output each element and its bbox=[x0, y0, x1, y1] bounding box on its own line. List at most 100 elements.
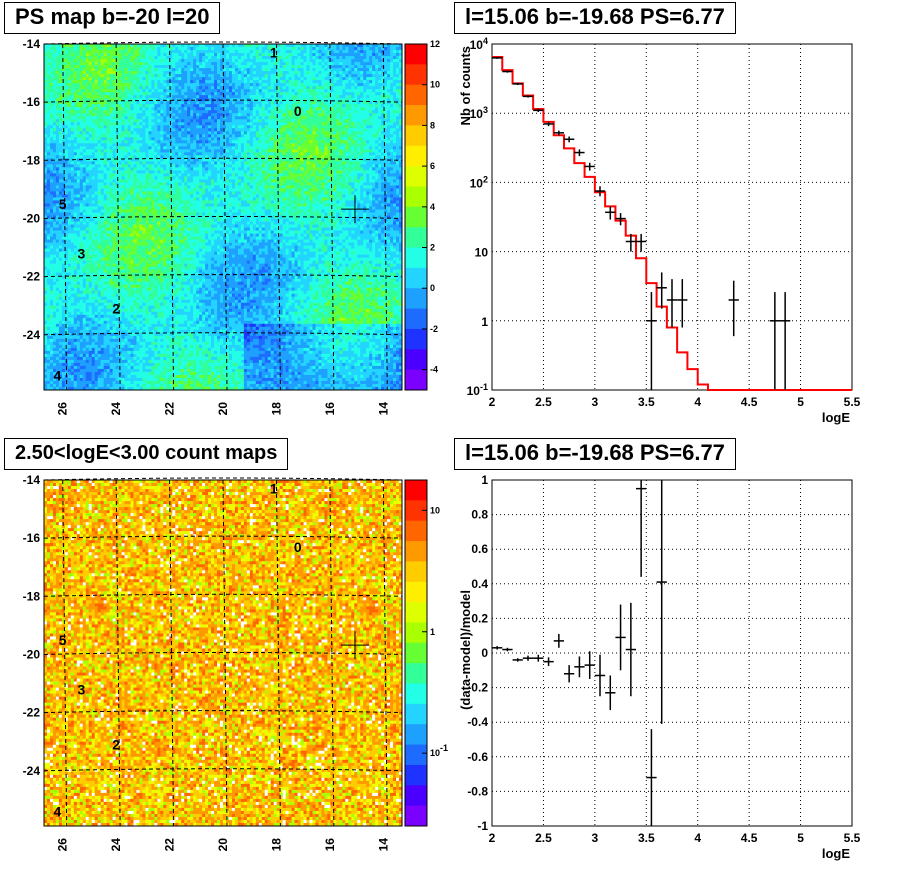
heatmap-cell bbox=[151, 200, 154, 203]
heatmap-cell bbox=[113, 197, 116, 200]
heatmap-cell bbox=[119, 237, 122, 240]
heatmap-cell bbox=[113, 137, 116, 140]
heatmap-cell bbox=[83, 369, 86, 372]
heatmap-cell bbox=[86, 249, 89, 252]
heatmap-cell bbox=[50, 86, 53, 89]
heatmap-cell bbox=[128, 125, 131, 128]
heatmap-cell bbox=[44, 351, 47, 354]
heatmap-cell bbox=[128, 116, 131, 119]
heatmap-cell bbox=[89, 372, 92, 375]
heatmap-cell bbox=[125, 131, 128, 134]
heatmap-cell bbox=[142, 360, 145, 363]
heatmap-cell bbox=[101, 237, 104, 240]
heatmap-cell bbox=[62, 366, 65, 369]
heatmap-cell bbox=[148, 200, 151, 203]
heatmap-cell bbox=[47, 279, 50, 282]
heatmap-cell bbox=[122, 327, 125, 330]
heatmap-cell bbox=[47, 264, 50, 267]
heatmap-cell bbox=[110, 336, 113, 339]
heatmap-cell bbox=[89, 378, 92, 381]
heatmap-cell bbox=[80, 176, 83, 179]
heatmap-cell bbox=[50, 324, 53, 327]
heatmap-cell bbox=[107, 173, 110, 176]
heatmap-cell bbox=[77, 297, 80, 300]
heatmap-cell bbox=[142, 348, 145, 351]
heatmap-cell bbox=[71, 285, 74, 288]
heatmap-cell bbox=[68, 182, 71, 185]
heatmap-cell bbox=[151, 74, 154, 77]
heatmap-cell bbox=[110, 128, 113, 131]
heatmap-cell bbox=[136, 264, 139, 267]
heatmap-cell bbox=[92, 375, 95, 378]
heatmap-cell bbox=[77, 173, 80, 176]
heatmap-cell bbox=[92, 104, 95, 107]
heatmap-cell bbox=[56, 107, 59, 110]
heatmap-cell bbox=[83, 342, 86, 345]
heatmap-cell bbox=[134, 249, 137, 252]
heatmap-cell bbox=[116, 339, 119, 342]
heatmap-cell bbox=[113, 363, 116, 366]
heatmap-cell bbox=[101, 291, 104, 294]
heatmap-cell bbox=[142, 101, 145, 104]
heatmap-cell bbox=[83, 164, 86, 167]
heatmap-cell bbox=[154, 273, 157, 276]
heatmap-cell bbox=[107, 212, 110, 215]
heatmap-cell bbox=[83, 209, 86, 212]
heatmap-cell bbox=[44, 107, 47, 110]
heatmap-cell bbox=[47, 318, 50, 321]
heatmap-cell bbox=[119, 140, 122, 143]
heatmap-cell bbox=[71, 155, 74, 158]
heatmap-cell bbox=[119, 191, 122, 194]
heatmap-cell bbox=[136, 336, 139, 339]
heatmap-cell bbox=[107, 182, 110, 185]
heatmap-cell bbox=[148, 89, 151, 92]
heatmap-cell bbox=[68, 95, 71, 98]
heatmap-cell bbox=[80, 327, 83, 330]
heatmap-cell bbox=[125, 71, 128, 74]
heatmap-cell bbox=[92, 53, 95, 56]
heatmap-cell bbox=[145, 348, 148, 351]
heatmap-cell bbox=[148, 279, 151, 282]
heatmap-cell bbox=[154, 104, 157, 107]
heatmap-cell bbox=[98, 71, 101, 74]
heatmap-cell bbox=[131, 56, 134, 59]
heatmap-cell bbox=[62, 179, 65, 182]
heatmap-cell bbox=[104, 339, 107, 342]
heatmap-cell bbox=[125, 182, 128, 185]
heatmap-cell bbox=[50, 92, 53, 95]
heatmap-cell bbox=[125, 375, 128, 378]
heatmap-cell bbox=[145, 339, 148, 342]
heatmap-cell bbox=[136, 345, 139, 348]
heatmap-cell bbox=[131, 285, 134, 288]
heatmap-cell bbox=[139, 345, 142, 348]
heatmap-cell bbox=[142, 291, 145, 294]
heatmap-cell bbox=[83, 212, 86, 215]
heatmap-cell bbox=[157, 62, 160, 65]
heatmap-cell bbox=[53, 47, 56, 50]
heatmap-cell bbox=[98, 62, 101, 65]
heatmap-cell bbox=[47, 291, 50, 294]
heatmap-cell bbox=[107, 363, 110, 366]
heatmap-cell bbox=[50, 143, 53, 146]
heatmap-cell bbox=[53, 354, 56, 357]
heatmap-cell bbox=[98, 384, 101, 387]
heatmap-cell bbox=[80, 345, 83, 348]
heatmap-cell bbox=[104, 231, 107, 234]
heatmap-cell bbox=[101, 321, 104, 324]
heatmap-cell bbox=[148, 267, 151, 270]
heatmap-cell bbox=[98, 203, 101, 206]
heatmap-cell bbox=[125, 89, 128, 92]
heatmap-cell bbox=[145, 318, 148, 321]
heatmap-cell bbox=[107, 170, 110, 173]
heatmap-cell bbox=[113, 143, 116, 146]
heatmap-cell bbox=[44, 137, 47, 140]
heatmap-cell bbox=[145, 285, 148, 288]
heatmap-cell bbox=[116, 279, 119, 282]
heatmap-cell bbox=[104, 182, 107, 185]
heatmap-cell bbox=[128, 65, 131, 68]
heatmap-cell bbox=[116, 324, 119, 327]
heatmap-cell bbox=[50, 261, 53, 264]
heatmap-cell bbox=[101, 375, 104, 378]
heatmap-cell bbox=[77, 83, 80, 86]
heatmap-cell bbox=[128, 246, 131, 249]
